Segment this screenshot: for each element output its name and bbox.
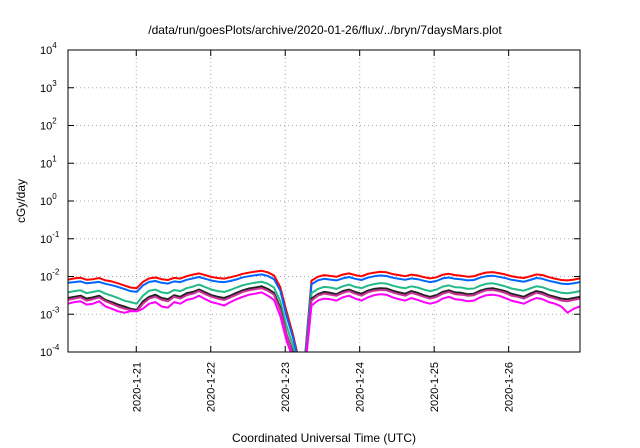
y-tick-label: 10-1 xyxy=(40,230,60,246)
series-line-5 xyxy=(68,287,580,352)
x-tick-label: 2020-1-21 xyxy=(131,362,143,412)
series-group xyxy=(68,269,580,352)
y-tick-label: 100 xyxy=(40,192,57,208)
x-tick-label: 2020-1-25 xyxy=(429,362,441,412)
y-axis: 10-4 10-3 10-2 10-1 100 101 102 103 104 xyxy=(40,41,580,359)
y-axis-label: cGy/day xyxy=(14,179,28,223)
x-tick-label: 2020-1-22 xyxy=(206,362,218,412)
y-tick-label: 10-3 xyxy=(40,305,60,321)
series-line-2 xyxy=(68,273,580,352)
series-line-4 xyxy=(68,285,580,352)
series-line-3 xyxy=(68,280,580,352)
y-tick-label: 102 xyxy=(40,117,57,133)
x-tick-label: 2020-1-26 xyxy=(504,362,516,412)
y-tick-label: 10-2 xyxy=(40,268,60,284)
x-tick-label: 2020-1-23 xyxy=(280,362,292,412)
y-tick-label: 103 xyxy=(40,79,57,95)
x-axis-label: Coordinated Universal Time (UTC) xyxy=(232,431,416,445)
y-tick-label: 104 xyxy=(40,41,57,57)
series-line-1 xyxy=(68,269,580,352)
series-line-6 xyxy=(68,291,580,352)
chart-title: /data/run/goesPlots/archive/2020-01-26/f… xyxy=(148,23,502,37)
x-tick-label: 2020-1-24 xyxy=(355,362,367,412)
y-tick-label: 101 xyxy=(40,154,57,170)
grid xyxy=(68,50,580,352)
y-tick-label: 10-4 xyxy=(40,343,60,359)
x-axis: 2020-1-21 2020-1-22 2020-1-23 2020-1-24 2020… xyxy=(131,50,516,412)
